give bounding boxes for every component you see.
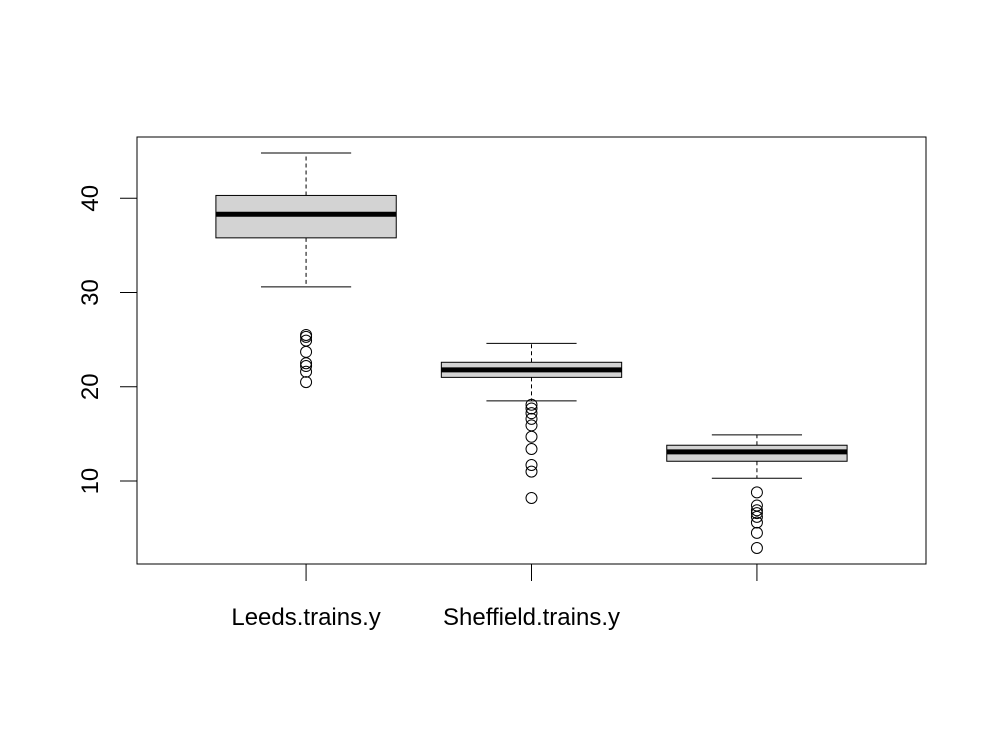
outlier-point: [525, 465, 538, 478]
outlier-point: [525, 492, 538, 505]
x-tick-label: Leeds.trains.y: [231, 604, 380, 631]
outlier-point: [525, 430, 538, 443]
outlier-point: [525, 407, 538, 420]
y-axis: 10 20 30 40: [77, 185, 138, 495]
outlier-point: [300, 357, 313, 370]
y-tick-label: 30: [77, 279, 104, 306]
outlier-point: [525, 402, 538, 415]
outlier-point: [525, 412, 538, 425]
outlier-point: [525, 459, 538, 472]
y-tick-label: 10: [77, 468, 104, 495]
outlier-point: [525, 398, 538, 411]
outlier-point: [300, 345, 313, 358]
outlier-point: [300, 360, 313, 373]
y-tick-label: 40: [77, 185, 104, 212]
outlier-point: [750, 526, 763, 539]
outlier-point: [750, 486, 763, 499]
outlier-point: [525, 443, 538, 456]
x-axis: Leeds.trains.y Sheffield.trains.y: [231, 564, 758, 631]
box-3: [666, 434, 848, 554]
outlier-point: [750, 516, 763, 529]
outlier-point: [750, 507, 763, 520]
outlier-point: [750, 504, 763, 517]
outlier-point: [300, 365, 313, 378]
x-tick-label: Sheffield.trains.y: [443, 604, 620, 631]
outlier-point: [300, 376, 313, 389]
box-1: [215, 152, 397, 389]
box-2: [440, 342, 623, 505]
outlier-point: [525, 419, 538, 432]
outlier-point: [750, 510, 763, 523]
outlier-point: [300, 330, 313, 343]
outlier-point: [750, 541, 763, 554]
boxes-layer: [215, 152, 848, 554]
y-tick-label: 20: [77, 373, 104, 400]
